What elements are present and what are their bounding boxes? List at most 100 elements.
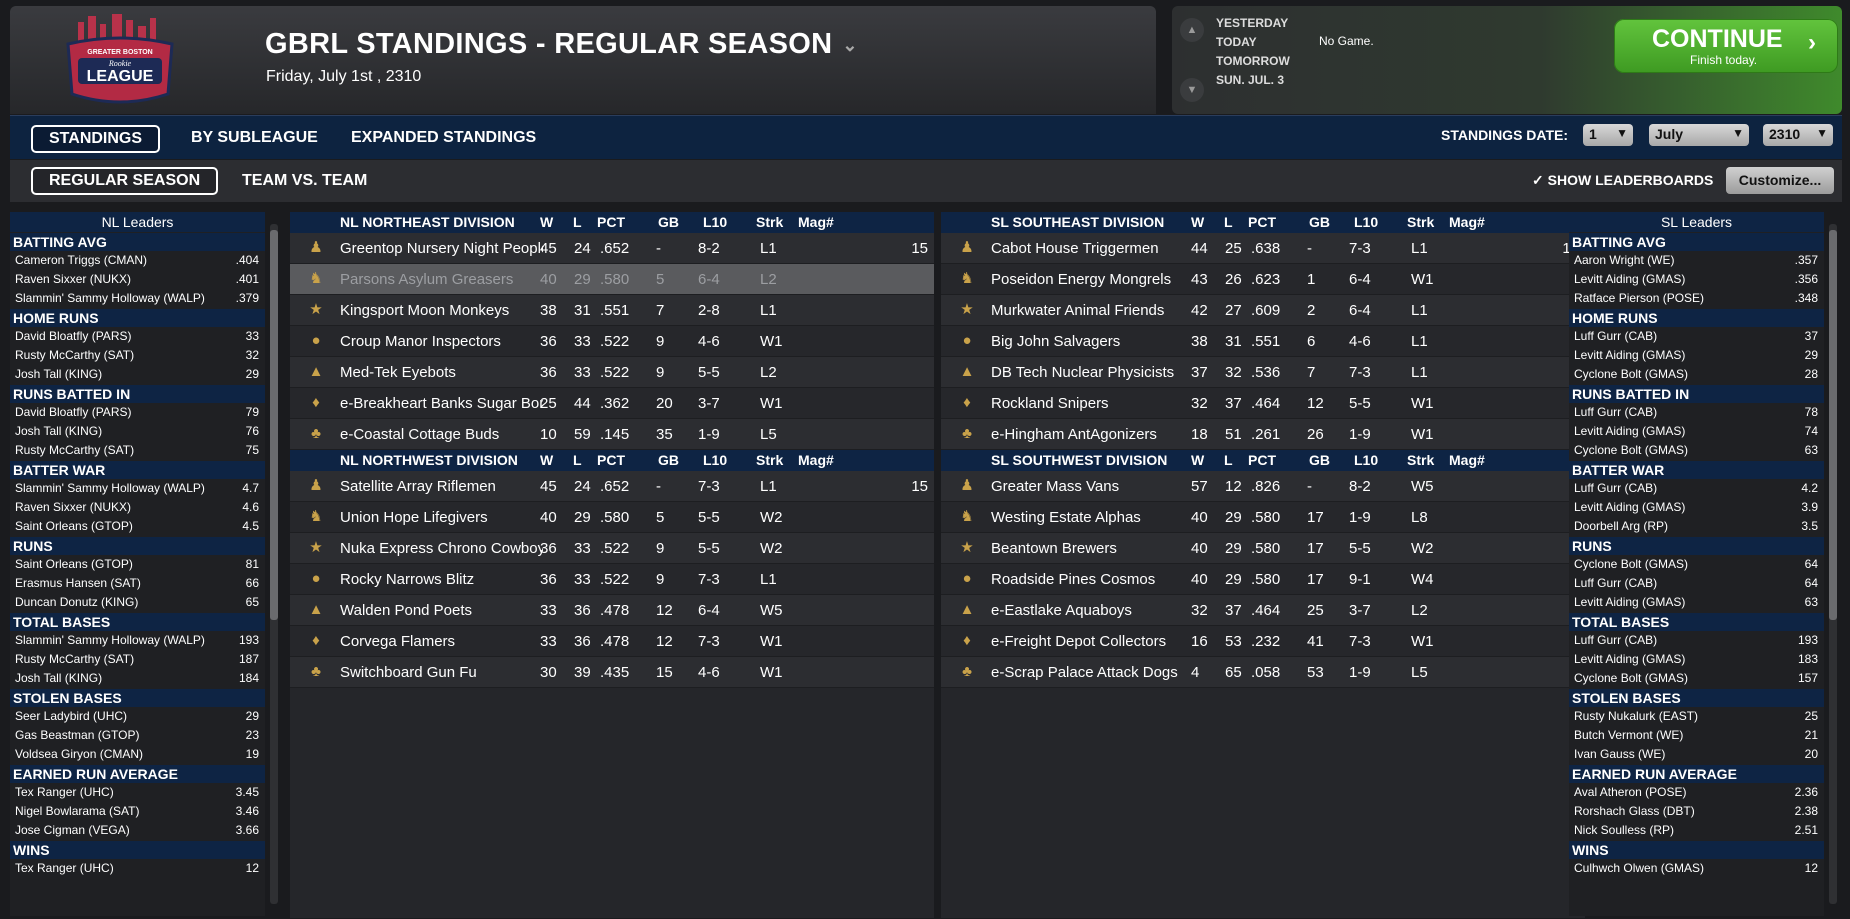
- column-header-pct[interactable]: PCT: [1248, 214, 1276, 230]
- column-header-strk[interactable]: Strk: [1407, 214, 1435, 230]
- leader-row[interactable]: Cyclone Bolt (GMAS) 64: [1569, 555, 1824, 574]
- leader-row[interactable]: Luff Gurr (CAB) 4.2: [1569, 479, 1824, 498]
- column-header-magnum[interactable]: Mag#: [1449, 214, 1485, 230]
- column-header-magnum[interactable]: Mag#: [1449, 452, 1485, 468]
- team-row[interactable]: ♦ Corvega Flamers 33 36 .478 12 7-3 W1: [290, 626, 934, 657]
- player-name[interactable]: Nigel Bowlarama (SAT): [15, 804, 140, 818]
- player-name[interactable]: Gas Beastman (GTOP): [15, 728, 140, 742]
- team-row[interactable]: ♟ Greentop Nursery Night People 45 24 .652 - 8…: [290, 233, 934, 264]
- leader-row[interactable]: Josh Tall (KING) 184: [10, 669, 265, 688]
- leader-row[interactable]: Nick Soulless (RP) 2.51: [1569, 821, 1824, 840]
- leader-row[interactable]: Ivan Gauss (WE) 20: [1569, 745, 1824, 764]
- leader-row[interactable]: Rorshach Glass (DBT) 2.38: [1569, 802, 1824, 821]
- leader-row[interactable]: Gas Beastman (GTOP) 23: [10, 726, 265, 745]
- player-name[interactable]: Josh Tall (KING): [15, 671, 103, 685]
- team-name[interactable]: Greater Mass Vans: [991, 478, 1120, 495]
- leader-row[interactable]: Tex Ranger (UHC) 12: [10, 859, 265, 878]
- leader-row[interactable]: Slammin' Sammy Holloway (WALP) .379: [10, 289, 265, 308]
- column-header-l[interactable]: L: [1224, 452, 1233, 468]
- team-name[interactable]: Roadside Pines Cosmos: [991, 571, 1156, 588]
- leader-row[interactable]: Aaron Wright (WE) .357: [1569, 251, 1824, 270]
- team-row[interactable]: ● Croup Manor Inspectors 36 33 .522 9 4-6 W1: [290, 326, 934, 357]
- player-name[interactable]: David Bloatfly (PARS): [15, 405, 132, 419]
- nl-leaders-scrollbar[interactable]: [270, 224, 278, 904]
- leader-row[interactable]: David Bloatfly (PARS) 33: [10, 327, 265, 346]
- player-name[interactable]: Slammin' Sammy Holloway (WALP): [15, 291, 205, 305]
- month-select[interactable]: July ▼: [1649, 124, 1749, 146]
- team-name[interactable]: Croup Manor Inspectors: [340, 333, 501, 350]
- page-title[interactable]: GBRL STANDINGS - REGULAR SEASON ⌄: [265, 28, 858, 60]
- team-name[interactable]: e-Scrap Palace Attack Dogs: [991, 664, 1178, 681]
- continue-button[interactable]: CONTINUE Finish today. ›: [1614, 19, 1838, 73]
- team-name[interactable]: Big John Salvagers: [991, 333, 1121, 350]
- column-header-w[interactable]: W: [540, 214, 554, 230]
- player-name[interactable]: Cameron Triggs (CMAN): [15, 253, 148, 267]
- player-name[interactable]: Doorbell Arg (RP): [1574, 519, 1669, 533]
- player-name[interactable]: Luff Gurr (CAB): [1574, 633, 1658, 647]
- player-name[interactable]: Levitt Aiding (GMAS): [1574, 424, 1686, 438]
- player-name[interactable]: Luff Gurr (CAB): [1574, 405, 1658, 419]
- leader-row[interactable]: Seer Ladybird (UHC) 29: [10, 707, 265, 726]
- column-header-strk[interactable]: Strk: [756, 214, 784, 230]
- leader-row[interactable]: Doorbell Arg (RP) 3.5: [1569, 517, 1824, 536]
- team-name[interactable]: Med-Tek Eyebots: [340, 364, 456, 381]
- team-name[interactable]: e-Coastal Cottage Buds: [340, 426, 500, 443]
- column-header-pct[interactable]: PCT: [1248, 452, 1276, 468]
- team-row[interactable]: ♦ e-Breakheart Banks Sugar Bombs25 44 .362 2…: [290, 388, 934, 419]
- team-name[interactable]: Satellite Array Riflemen: [340, 478, 496, 495]
- player-name[interactable]: Luff Gurr (CAB): [1574, 576, 1658, 590]
- team-row[interactable]: ★ Murkwater Animal Friends 42 27 .609 2 6-4 L1: [941, 295, 1585, 326]
- player-name[interactable]: Cyclone Bolt (GMAS): [1574, 671, 1689, 685]
- team-row[interactable]: ♣ e-Hingham AntAgonizers 18 51 .261 26 1-9 W1: [941, 419, 1585, 450]
- column-header-l10[interactable]: L10: [1354, 452, 1379, 468]
- leader-row[interactable]: Levitt Aiding (GMAS) 29: [1569, 346, 1824, 365]
- chevron-up-icon[interactable]: ▲: [1180, 18, 1204, 42]
- team-row[interactable]: ▲ Med-Tek Eyebots 36 33 .522 9 5-5 L2: [290, 357, 934, 388]
- column-header-l10[interactable]: L10: [1354, 214, 1379, 230]
- player-name[interactable]: Cyclone Bolt (GMAS): [1574, 443, 1689, 457]
- scrollbar-thumb[interactable]: [270, 230, 278, 620]
- player-name[interactable]: Rusty Nukalurk (EAST): [1574, 709, 1699, 723]
- team-name[interactable]: Murkwater Animal Friends: [991, 302, 1165, 319]
- leader-row[interactable]: Cyclone Bolt (GMAS) 28: [1569, 365, 1824, 384]
- team-row[interactable]: ♞ Westing Estate Alphas 40 29 .580 17 1-9 L8: [941, 502, 1585, 533]
- player-name[interactable]: Seer Ladybird (UHC): [15, 709, 128, 723]
- player-name[interactable]: Nick Soulless (RP): [1574, 823, 1675, 837]
- leader-row[interactable]: Saint Orleans (GTOP) 81: [10, 555, 265, 574]
- leader-row[interactable]: Erasmus Hansen (SAT) 66: [10, 574, 265, 593]
- leader-row[interactable]: Josh Tall (KING) 29: [10, 365, 265, 384]
- team-row[interactable]: ♟ Satellite Array Riflemen 45 24 .652 - 7-3 L1 1…: [290, 471, 934, 502]
- team-name[interactable]: e-Freight Depot Collectors: [991, 633, 1167, 650]
- player-name[interactable]: Josh Tall (KING): [15, 424, 103, 438]
- team-row[interactable]: ▲ DB Tech Nuclear Physicists 37 32 .536 7 7-3 L…: [941, 357, 1585, 388]
- team-row[interactable]: ♦ Rockland Snipers 32 37 .464 12 5-5 W1: [941, 388, 1585, 419]
- team-name[interactable]: Walden Pond Poets: [340, 602, 473, 619]
- player-name[interactable]: Slammin' Sammy Holloway (WALP): [15, 633, 205, 647]
- team-row[interactable]: ♦ e-Freight Depot Collectors 16 53 .232 41 7-3…: [941, 626, 1585, 657]
- player-name[interactable]: David Bloatfly (PARS): [15, 329, 132, 343]
- player-name[interactable]: Cyclone Bolt (GMAS): [1574, 557, 1689, 571]
- schedule-tomorrow[interactable]: TOMORROW: [1216, 54, 1290, 68]
- leader-row[interactable]: Aval Atheron (POSE) 2.36: [1569, 783, 1824, 802]
- player-name[interactable]: Duncan Donutz (KING): [15, 595, 139, 609]
- team-name[interactable]: e-Breakheart Banks Sugar Bombs: [340, 395, 543, 412]
- team-row[interactable]: ● Rocky Narrows Blitz 36 33 .522 9 7-3 L1: [290, 564, 934, 595]
- player-name[interactable]: Voldsea Giryon (CMAN): [15, 747, 144, 761]
- team-row[interactable]: ♣ Switchboard Gun Fu 30 39 .435 15 4-6 W1: [290, 657, 934, 688]
- team-row[interactable]: ▲ e-Eastlake Aquaboys 32 37 .464 25 3-7 L2: [941, 595, 1585, 626]
- leader-row[interactable]: Slammin' Sammy Holloway (WALP) 193: [10, 631, 265, 650]
- column-header-pct[interactable]: PCT: [597, 452, 625, 468]
- team-row[interactable]: ● Big John Salvagers 38 31 .551 6 4-6 L1: [941, 326, 1585, 357]
- team-name[interactable]: Greentop Nursery Night People: [340, 240, 543, 257]
- player-name[interactable]: Luff Gurr (CAB): [1574, 481, 1658, 495]
- player-name[interactable]: Butch Vermont (WE): [1574, 728, 1684, 742]
- team-name[interactable]: e-Hingham AntAgonizers: [991, 426, 1157, 443]
- player-name[interactable]: Aval Atheron (POSE): [1574, 785, 1687, 799]
- show-leaderboards-checkbox[interactable]: ✓ SHOW LEADERBOARDS: [1532, 172, 1713, 189]
- leader-row[interactable]: Voldsea Giryon (CMAN) 19: [10, 745, 265, 764]
- scrollbar-thumb[interactable]: [1829, 230, 1837, 620]
- team-name[interactable]: Cabot House Triggermen: [991, 240, 1159, 257]
- leader-row[interactable]: Luff Gurr (CAB) 78: [1569, 403, 1824, 422]
- column-header-strk[interactable]: Strk: [1407, 452, 1435, 468]
